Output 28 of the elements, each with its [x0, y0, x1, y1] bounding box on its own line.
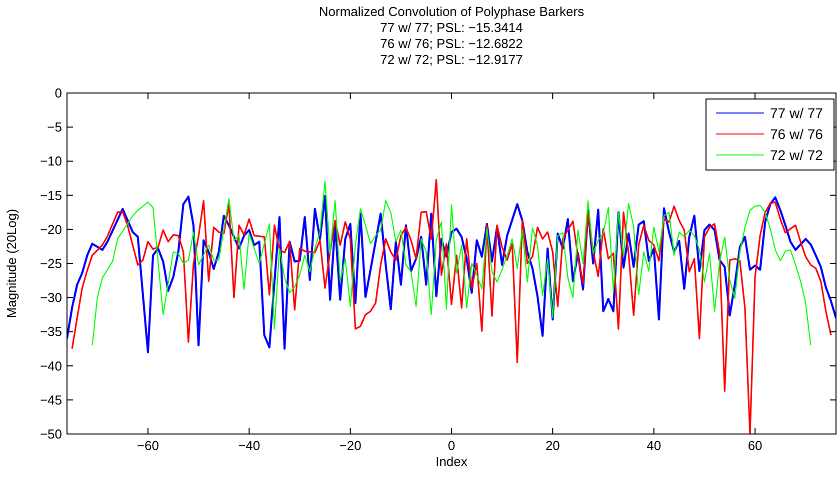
chart-subtitle: 77 w/ 77; PSL: −15.3414 76 w/ 76; PSL: −12.6822 72 w/ 72; PSL: −12.9177	[380, 20, 523, 67]
y-tick-label: −35	[40, 324, 62, 340]
x-tick-label: 40	[646, 438, 662, 453]
legend-label: 77 w/ 77	[770, 105, 824, 121]
line-series	[71, 178, 832, 434]
line-series	[67, 194, 836, 354]
y-tick-label: −20	[40, 222, 62, 237]
x-tick-label: 20	[545, 438, 560, 453]
y-tick-label: −45	[40, 392, 62, 408]
y-axis-title: Magnitude (20Log)	[4, 208, 19, 318]
y-tick-label: −10	[40, 154, 62, 169]
x-axis-title: Index	[436, 454, 468, 469]
line-series	[92, 180, 812, 346]
y-tick-label: −30	[40, 290, 62, 306]
y-tick-label: 0	[54, 86, 62, 100]
x-tick-label: −60	[136, 438, 159, 453]
y-tick-label: −5	[47, 120, 62, 135]
x-tick-label: 60	[748, 438, 762, 453]
legend-label: 76 w/ 76	[770, 126, 824, 142]
x-tick-label: 0	[448, 438, 456, 453]
chart-title: Normalized Convolution of Polyphase Barkers	[318, 4, 585, 19]
y-tick-label: −50	[40, 426, 62, 442]
legend-label: 72 w/ 72	[770, 147, 824, 163]
x-tick-label: −40	[238, 438, 260, 453]
y-tick-label: −25	[40, 256, 62, 271]
y-tick-label: −40	[40, 358, 62, 374]
y-tick-label: −15	[40, 188, 62, 203]
x-tick-label: −20	[339, 438, 362, 453]
